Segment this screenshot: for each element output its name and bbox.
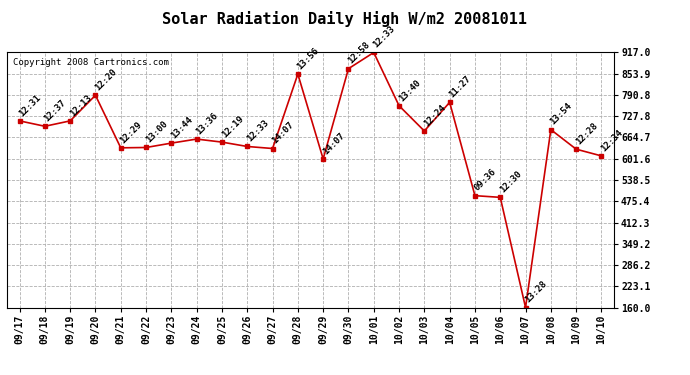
Text: 09:36: 09:36 [473, 168, 498, 193]
Text: 12:24: 12:24 [422, 103, 448, 128]
Text: 13:28: 13:28 [523, 279, 549, 305]
Text: 13:44: 13:44 [169, 115, 195, 140]
Text: 12:33: 12:33 [245, 118, 270, 144]
Text: 13:56: 13:56 [295, 46, 321, 71]
Text: Copyright 2008 Cartronics.com: Copyright 2008 Cartronics.com [13, 58, 169, 67]
Text: 12:28: 12:28 [574, 121, 600, 146]
Text: 13:36: 13:36 [195, 111, 220, 136]
Text: 12:20: 12:20 [93, 67, 119, 93]
Text: 12:31: 12:31 [17, 93, 43, 118]
Text: 12:19: 12:19 [219, 114, 245, 140]
Text: Solar Radiation Daily High W/m2 20081011: Solar Radiation Daily High W/m2 20081011 [163, 11, 527, 27]
Text: 12:29: 12:29 [119, 120, 144, 145]
Text: 14:07: 14:07 [270, 120, 296, 146]
Text: 12:34: 12:34 [599, 128, 624, 153]
Text: 12:37: 12:37 [43, 98, 68, 123]
Text: 12:30: 12:30 [498, 169, 524, 195]
Text: 12:58: 12:58 [346, 40, 372, 66]
Text: 14:07: 14:07 [321, 131, 346, 156]
Text: 13:54: 13:54 [549, 102, 574, 127]
Text: 12:13: 12:13 [68, 93, 93, 118]
Text: 12:33: 12:33 [371, 24, 397, 50]
Text: 13:00: 13:00 [144, 119, 169, 145]
Text: 13:40: 13:40 [397, 78, 422, 103]
Text: 11:27: 11:27 [447, 74, 473, 100]
